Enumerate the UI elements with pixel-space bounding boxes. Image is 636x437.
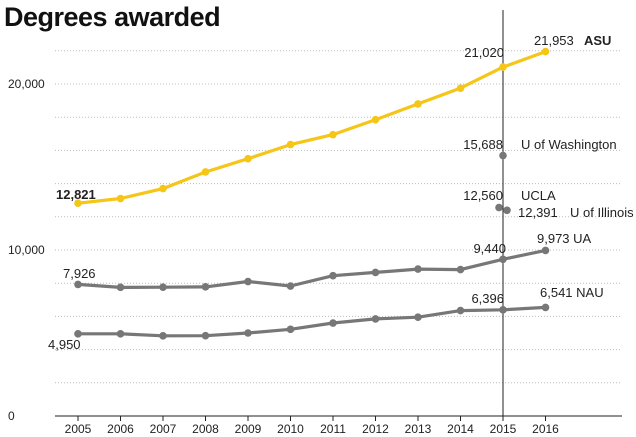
label-illinois-value: 12,391 bbox=[518, 205, 558, 220]
point-asu-2007 bbox=[159, 184, 167, 193]
x-tick-label-2006: 2006 bbox=[107, 422, 134, 436]
label-ucla-value: 12,560 bbox=[463, 188, 503, 203]
point-nau-2009 bbox=[244, 329, 252, 337]
data-labels: 12,821 21,020 21,953 ASU 7,926 9,440 9,973 UA 4… bbox=[48, 33, 634, 352]
point-u-of-washington-2015 bbox=[499, 151, 507, 160]
label-nau-2005: 4,950 bbox=[48, 337, 81, 352]
point-asu-2012 bbox=[371, 115, 380, 124]
point-nau-2013 bbox=[414, 313, 422, 322]
label-uw-value: 15,688 bbox=[463, 137, 503, 152]
label-asu-2015: 21,020 bbox=[464, 45, 504, 60]
point-nau-2005 bbox=[74, 330, 82, 338]
point-asu-2009 bbox=[244, 154, 252, 163]
point-asu-2008 bbox=[201, 168, 210, 176]
point-asu-2005 bbox=[74, 199, 82, 207]
label-nau-2016: 6,541 NAU bbox=[540, 285, 604, 300]
series-line-ua bbox=[76, 248, 548, 289]
point-nau-2015 bbox=[499, 306, 507, 314]
point-nau-2008 bbox=[201, 331, 210, 340]
point-ua-2015 bbox=[499, 255, 507, 264]
point-ua-2007 bbox=[159, 283, 167, 291]
point-ua-2005 bbox=[74, 280, 82, 289]
point-nau-2007 bbox=[159, 332, 167, 340]
y-tick-label-20000: 20,000 bbox=[8, 77, 45, 91]
point-ua-2012 bbox=[371, 268, 380, 277]
point-asu-2013 bbox=[414, 100, 422, 108]
y-tick-label-10000: 10,000 bbox=[8, 243, 45, 257]
point-nau-2014 bbox=[456, 306, 465, 315]
x-tick-label-2007: 2007 bbox=[150, 422, 177, 436]
label-ua-2005: 7,926 bbox=[63, 266, 96, 281]
point-nau-2011 bbox=[329, 319, 337, 327]
point-asu-2011 bbox=[329, 130, 337, 139]
label-asu-2005: 12,821 bbox=[56, 187, 96, 202]
point-asu-2010 bbox=[286, 140, 295, 149]
point-asu-2014 bbox=[456, 84, 465, 92]
point-nau-2012 bbox=[371, 315, 380, 323]
point-asu-2006 bbox=[116, 194, 125, 203]
x-tick-label-2009: 2009 bbox=[235, 422, 262, 436]
x-tick-label-2010: 2010 bbox=[277, 422, 304, 436]
x-tick-label-2011: 2011 bbox=[320, 422, 346, 436]
x-tick-label-2013: 2013 bbox=[405, 422, 432, 436]
x-tick-label-2014: 2014 bbox=[447, 422, 474, 436]
point-nau-2010 bbox=[286, 325, 295, 334]
point-ua-2009 bbox=[244, 277, 252, 286]
y-tick-label-0: 0 bbox=[8, 409, 15, 423]
chart-title: Degrees awarded bbox=[4, 2, 221, 32]
point-ucla-2015 bbox=[495, 203, 503, 212]
point-ua-2006 bbox=[116, 283, 125, 292]
point-ua-2014 bbox=[456, 265, 465, 274]
label-uw-name: U of Washington bbox=[521, 137, 617, 152]
point-u-of-illinois-2015 bbox=[503, 206, 511, 215]
point-asu-2015 bbox=[499, 63, 507, 71]
x-tick-label-2016: 2016 bbox=[532, 422, 559, 436]
axes: 0 10,000 20,000 2005 2006 2007 2008 2009 2010 201… bbox=[8, 10, 622, 436]
point-nau-2016 bbox=[541, 303, 550, 312]
x-tick-label-2015: 2015 bbox=[490, 422, 517, 436]
point-nau-2006 bbox=[116, 330, 125, 338]
x-tick-label-2005: 2005 bbox=[65, 422, 92, 436]
label-ua-2016: 9,973 UA bbox=[537, 231, 592, 246]
label-ucla-name: UCLA bbox=[521, 188, 556, 203]
point-ua-2011 bbox=[329, 271, 337, 280]
label-asu-name: ASU bbox=[584, 33, 611, 48]
point-ua-2013 bbox=[414, 265, 422, 273]
point-ua-2008 bbox=[201, 283, 210, 291]
series-line-nau bbox=[76, 305, 548, 338]
x-tick-label-2012: 2012 bbox=[362, 422, 389, 436]
point-ua-2016 bbox=[541, 246, 550, 255]
label-illinois-name: U of Illinois bbox=[570, 205, 634, 220]
series-line-asu bbox=[76, 49, 548, 205]
label-ua-2015: 9,440 bbox=[473, 241, 506, 256]
x-tick-label-2008: 2008 bbox=[192, 422, 219, 436]
series-lines bbox=[74, 47, 550, 340]
label-nau-2015: 6,396 bbox=[471, 291, 504, 306]
point-ua-2010 bbox=[286, 282, 295, 290]
point-asu-2016 bbox=[541, 47, 550, 56]
label-asu-2016: 21,953 bbox=[534, 33, 574, 48]
